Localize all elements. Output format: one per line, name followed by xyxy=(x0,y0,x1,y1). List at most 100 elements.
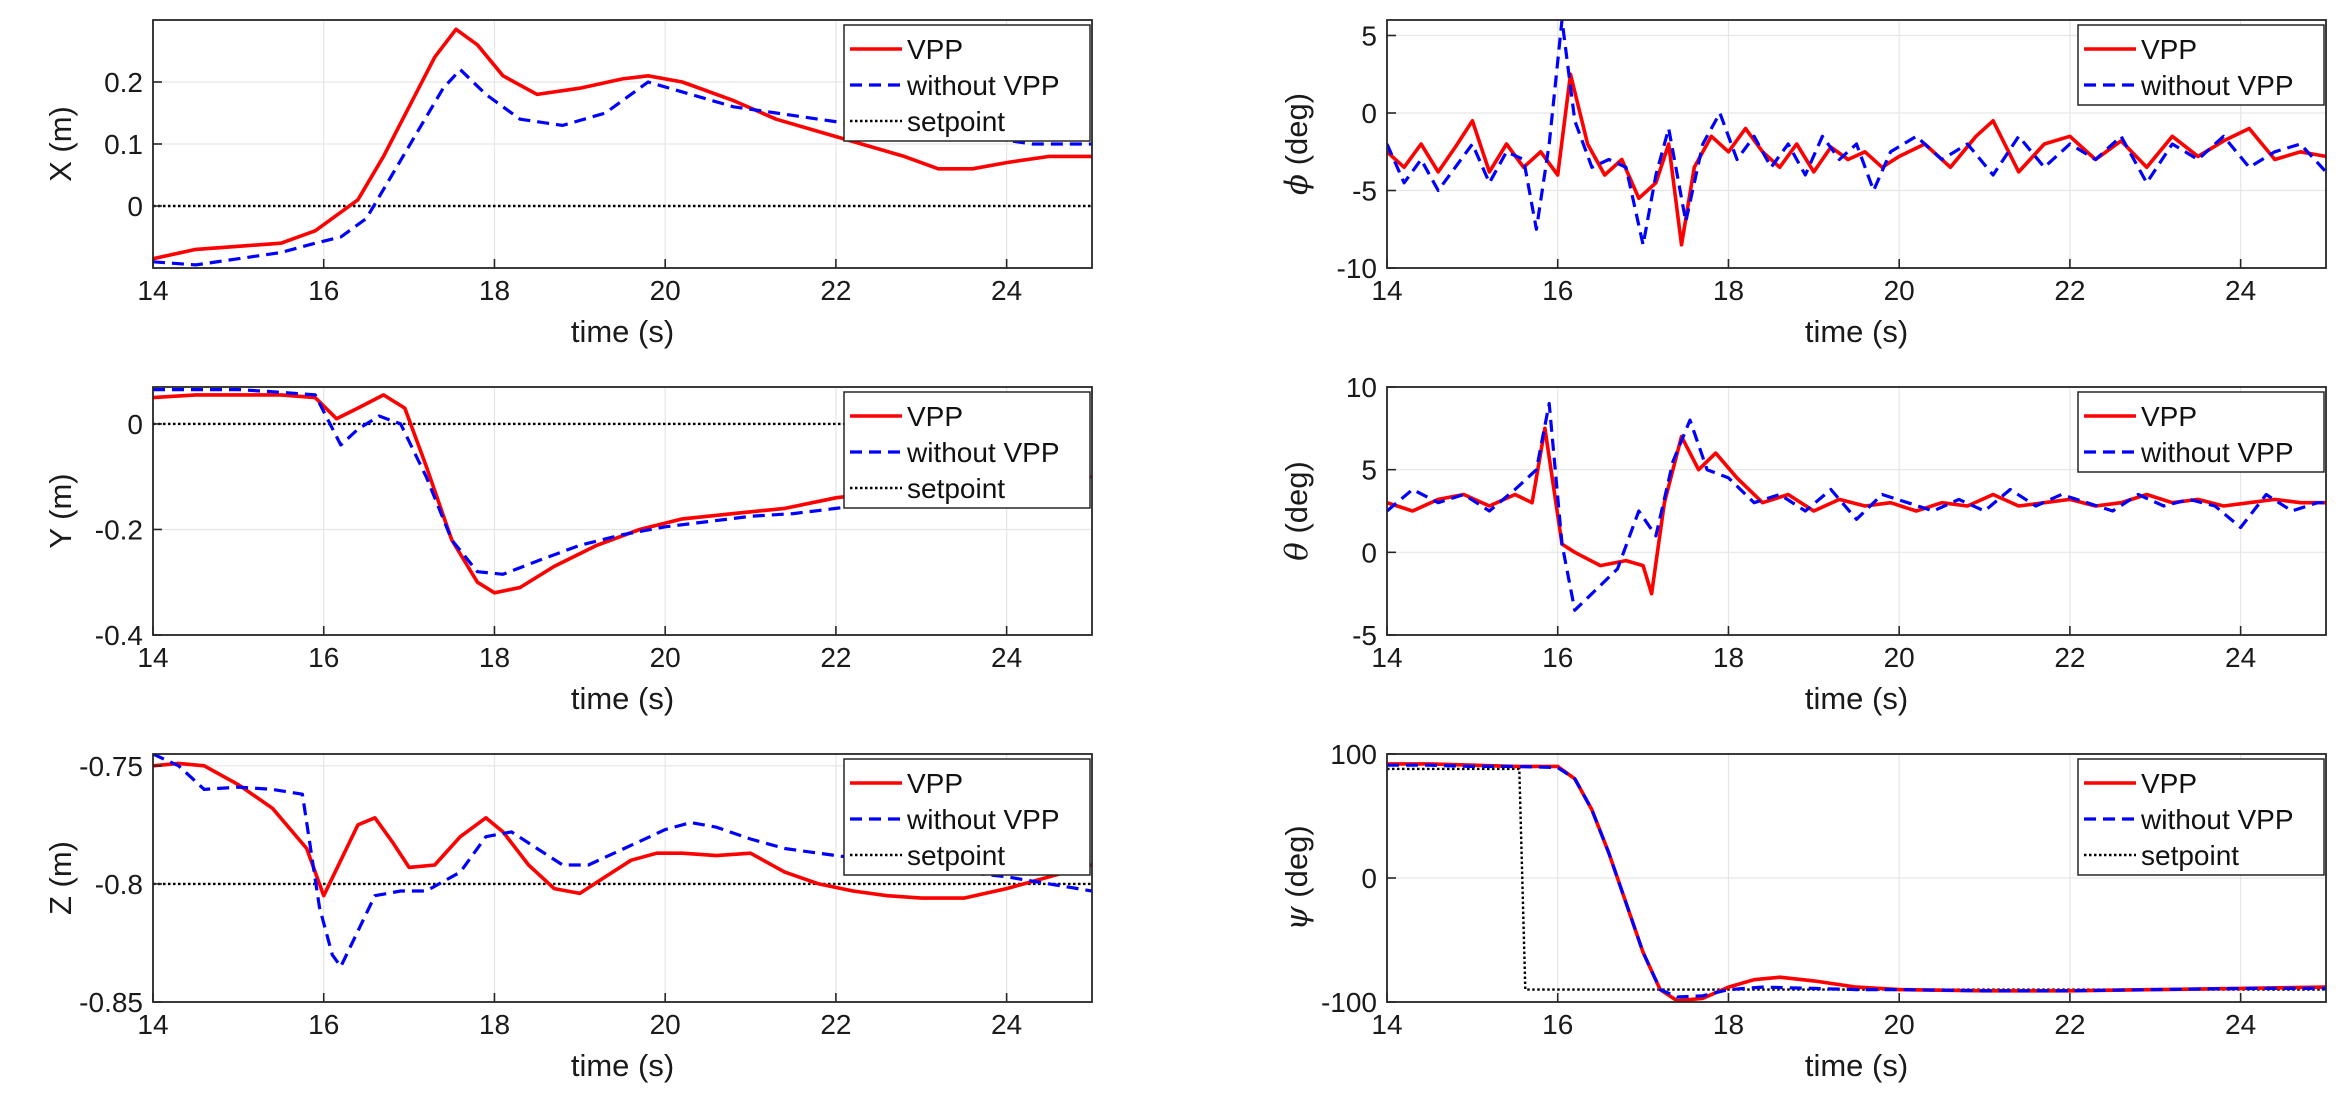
x-tick-label: 20 xyxy=(650,275,681,306)
x-tick-label: 14 xyxy=(1371,275,1402,306)
legend-label-without-vpp: without VPP xyxy=(2140,804,2294,835)
legend-label-without-vpp: without VPP xyxy=(2140,70,2294,101)
y-axis-label: ψ (deg) xyxy=(1279,825,1315,930)
panel-y: 14 16 18 20 22 24 -0.4 -0.2 0 time (s) Y (m) VPP wit… xyxy=(43,386,1093,716)
panel-x: 14 16 18 20 22 24 0 0.1 0.2 time (s) X (m) VPP witho… xyxy=(43,19,1093,349)
y-tick-label: -0.4 xyxy=(95,620,143,651)
x-tick-label: 24 xyxy=(2225,1009,2256,1040)
series-group-psi xyxy=(1387,762,2326,1002)
x-axis-label: time (s) xyxy=(571,314,674,349)
x-tick-label: 24 xyxy=(2225,275,2256,306)
legend-theta: VPP without VPP xyxy=(2077,391,2325,473)
y-axis-label: θ (deg) xyxy=(1279,461,1315,561)
x-tick-label: 14 xyxy=(1371,1009,1402,1040)
y-tick-label: -5 xyxy=(1352,620,1377,651)
legend-label-vpp: VPP xyxy=(907,34,963,65)
legend-label-vpp: VPP xyxy=(907,401,963,432)
series-vpp-line xyxy=(153,27,1092,261)
legend-label-vpp: VPP xyxy=(2141,768,2197,799)
series-group-theta xyxy=(1387,401,2326,612)
legend-label-setpoint: setpoint xyxy=(2141,840,2239,871)
y-tick-label: 0 xyxy=(1361,537,1377,568)
x-tick-label: 24 xyxy=(991,1009,1022,1040)
legend-label-setpoint: setpoint xyxy=(907,106,1005,137)
legend-phi: VPP without VPP xyxy=(2077,24,2325,106)
y-tick-label: 5 xyxy=(1361,21,1377,52)
y-tick-label: 0 xyxy=(127,409,143,440)
legend-label-without-vpp: without VPP xyxy=(906,437,1060,468)
legend-label-without-vpp: without VPP xyxy=(2140,437,2294,468)
x-axis-label: time (s) xyxy=(1805,314,1908,349)
y-axis-label: X (m) xyxy=(43,106,78,182)
x-tick-label: 18 xyxy=(479,1009,510,1040)
series-group-x xyxy=(153,27,1092,267)
y-tick-label: 0.2 xyxy=(104,67,143,98)
panel-psi: 14 16 18 20 22 24 -100 0 100 time (s) ψ (deg) VPP wi… xyxy=(1279,739,2327,1083)
x-tick-label: 20 xyxy=(650,1009,681,1040)
y-tick-label: 0 xyxy=(1361,98,1377,129)
legend-label-vpp: VPP xyxy=(2141,401,2197,432)
series-vpp-line xyxy=(153,761,1092,900)
y-tick-label: 100 xyxy=(1330,739,1377,770)
legend-label-without-vpp: without VPP xyxy=(906,70,1060,101)
x-tick-label: 18 xyxy=(479,275,510,306)
axes-box-theta xyxy=(1386,386,2327,636)
x-tick-label: 22 xyxy=(820,1009,851,1040)
y-tick-label: 5 xyxy=(1361,455,1377,486)
x-tick-label: 22 xyxy=(820,642,851,673)
legend-psi: VPP without VPP setpoint xyxy=(2077,758,2325,876)
x-tick-label: 22 xyxy=(2054,275,2085,306)
y-tick-label: -100 xyxy=(1321,987,1377,1018)
x-tick-label: 16 xyxy=(308,642,339,673)
x-axis-label: time (s) xyxy=(1805,681,1908,716)
legend-label-vpp: VPP xyxy=(907,768,963,799)
axes-box-y xyxy=(152,386,1093,636)
x-tick-label: 16 xyxy=(1542,275,1573,306)
x-tick-label: 18 xyxy=(1713,1009,1744,1040)
series-without-vpp-line xyxy=(1387,763,2326,999)
y-axis-label: Z (m) xyxy=(43,841,78,915)
x-tick-label: 16 xyxy=(308,1009,339,1040)
y-tick-label: -5 xyxy=(1352,176,1377,207)
y-tick-label: -0.8 xyxy=(95,869,143,900)
x-axis-label: time (s) xyxy=(1805,1048,1908,1083)
legend-label-setpoint: setpoint xyxy=(907,840,1005,871)
x-tick-label: 24 xyxy=(2225,642,2256,673)
panel-theta: 14 16 18 20 22 24 -5 0 5 10 time (s) θ (deg) VPP with… xyxy=(1279,372,2327,716)
y-tick-label: 0 xyxy=(127,191,143,222)
y-tick-label: -10 xyxy=(1337,253,1377,284)
legend-x: VPP without VPP setpoint xyxy=(843,24,1091,142)
x-tick-label: 14 xyxy=(137,1009,168,1040)
x-tick-label: 14 xyxy=(137,642,168,673)
x-tick-label: 20 xyxy=(1884,275,1915,306)
legend-y: VPP without VPP setpoint xyxy=(843,391,1091,509)
axes-box-phi xyxy=(1386,19,2327,269)
x-tick-label: 14 xyxy=(137,275,168,306)
x-tick-label: 14 xyxy=(1371,642,1402,673)
x-tick-label: 24 xyxy=(991,642,1022,673)
x-tick-label: 22 xyxy=(820,275,851,306)
x-tick-label: 22 xyxy=(2054,1009,2085,1040)
x-tick-label: 20 xyxy=(1884,1009,1915,1040)
y-axis-label: Y (m) xyxy=(43,473,78,548)
legend-box xyxy=(2077,391,2325,473)
x-tick-label: 20 xyxy=(1884,642,1915,673)
axes-box-z xyxy=(152,753,1093,1003)
panel-phi: 14 16 18 20 22 24 -10 -5 0 5 time (s) ϕ (deg) VPP wit… xyxy=(1279,19,2327,349)
y-tick-label: 0.1 xyxy=(104,129,143,160)
series-group-phi xyxy=(1387,20,2326,247)
legend-label-vpp: VPP xyxy=(2141,34,2197,65)
legend-label-without-vpp: without VPP xyxy=(906,804,1060,835)
series-setpoint-line xyxy=(1387,767,2326,991)
x-axis-label: time (s) xyxy=(571,1048,674,1083)
x-tick-label: 20 xyxy=(650,642,681,673)
x-tick-label: 18 xyxy=(1713,275,1744,306)
x-tick-label: 24 xyxy=(991,275,1022,306)
legend-label-setpoint: setpoint xyxy=(907,473,1005,504)
y-tick-label: -0.75 xyxy=(79,751,143,782)
x-tick-label: 18 xyxy=(479,642,510,673)
x-tick-label: 16 xyxy=(1542,1009,1573,1040)
x-tick-label: 16 xyxy=(1542,642,1573,673)
y-tick-label: -0.2 xyxy=(95,514,143,545)
